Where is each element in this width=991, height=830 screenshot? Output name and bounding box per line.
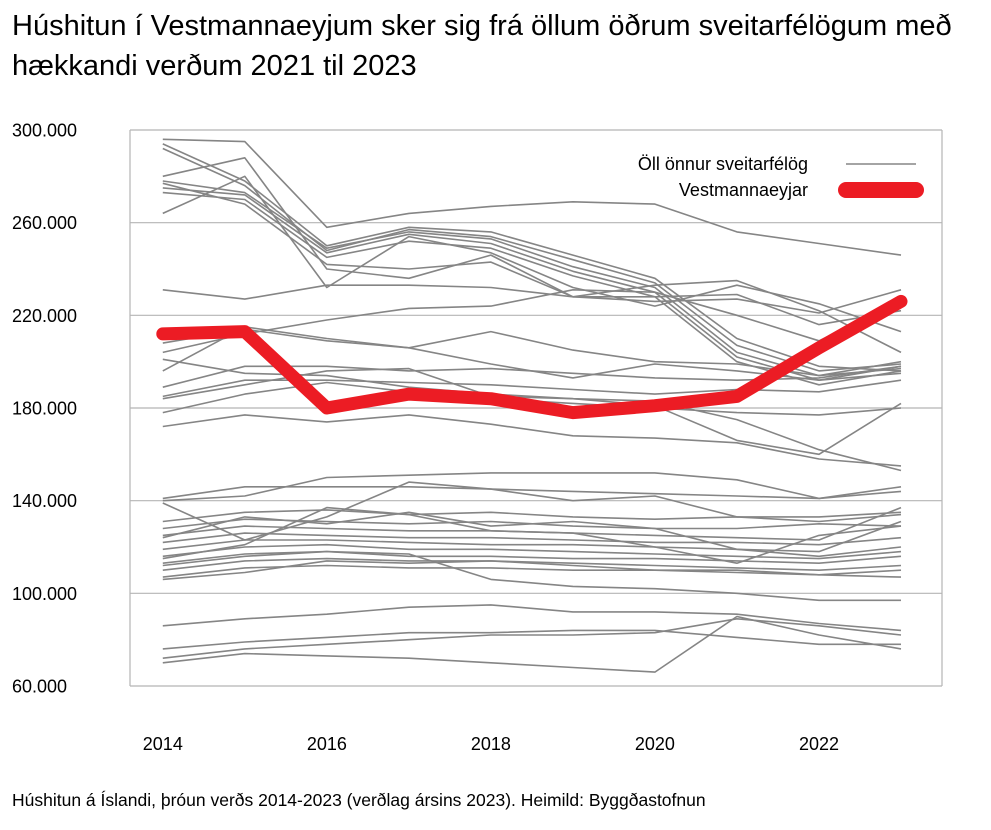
municipality-line — [162, 550, 902, 565]
legend-label-highlight: Vestmannaeyjar — [679, 180, 808, 200]
municipality-line — [162, 414, 902, 467]
municipality-line — [162, 615, 902, 673]
municipality-line — [162, 550, 901, 602]
municipality-line — [162, 557, 902, 572]
vestmannaeyjar-line — [156, 294, 908, 420]
municipality-line — [162, 564, 902, 578]
municipality-line — [162, 560, 902, 581]
municipality-line — [162, 506, 902, 565]
y-tick-label: 260.000 — [12, 213, 77, 233]
municipality-line — [162, 157, 902, 314]
y-tick-label: 60.000 — [12, 677, 67, 697]
municipality-line — [162, 520, 902, 553]
y-tick-label: 140.000 — [12, 491, 77, 511]
y-tick-label: 220.000 — [12, 306, 77, 326]
municipality-line — [162, 543, 902, 560]
municipality-line — [162, 138, 902, 256]
x-tick-label: 2020 — [635, 734, 675, 754]
y-axis-tick-labels: 300.000 260.000 220.000 180.000 140.000 100.0… — [12, 121, 77, 697]
x-tick-label: 2014 — [143, 734, 183, 754]
source-caption: Húshitun á Íslandi, þróun verðs 2014-202… — [12, 790, 706, 810]
municipality-line — [162, 284, 902, 326]
vestmannaeyjar-line-group — [156, 294, 908, 420]
legend: Öll önnur sveitarfélög Vestmannaeyjar — [638, 154, 924, 200]
x-axis-tick-labels: 2014 2016 2018 2020 2022 — [143, 734, 839, 754]
municipality-line — [162, 379, 902, 398]
gridlines — [129, 129, 943, 687]
x-tick-label: 2016 — [307, 734, 347, 754]
y-tick-label: 300.000 — [12, 121, 77, 141]
municipality-line — [162, 617, 902, 659]
municipality-line — [162, 532, 902, 546]
x-tick-label: 2022 — [799, 734, 839, 754]
municipality-line — [162, 629, 901, 650]
municipality-line — [162, 511, 902, 558]
legend-label-others: Öll önnur sveitarfélög — [638, 154, 808, 174]
y-tick-label: 100.000 — [12, 584, 77, 604]
municipality-line — [162, 472, 902, 502]
municipality-line — [162, 288, 902, 354]
municipality-line — [162, 481, 902, 541]
municipality-line — [162, 180, 902, 377]
municipality-line — [162, 147, 902, 372]
chart-title: Húshitun í Vestmannaeyjum sker sig frá ö… — [12, 10, 952, 82]
municipality-line — [162, 604, 902, 632]
y-tick-label: 180.000 — [12, 399, 77, 419]
x-tick-label: 2018 — [471, 734, 511, 754]
municipality-line — [162, 182, 902, 354]
municipality-line — [162, 175, 902, 333]
municipality-line — [162, 509, 902, 523]
